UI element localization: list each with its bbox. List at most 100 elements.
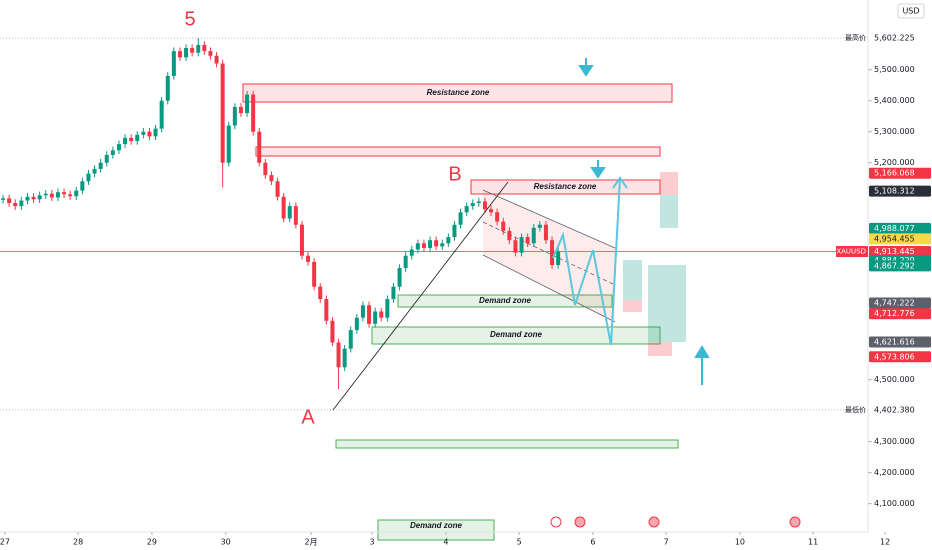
price-tag-label: 4,867.292 bbox=[874, 261, 915, 270]
price-tag-label: 4,621.616 bbox=[874, 337, 915, 346]
candle-body bbox=[202, 44, 207, 52]
price-tag bbox=[869, 351, 931, 363]
candle-body bbox=[360, 305, 365, 318]
price-tag bbox=[869, 297, 931, 309]
price-tag-label: 4,954.455 bbox=[874, 234, 915, 243]
channel-fill bbox=[483, 190, 615, 322]
candle-body bbox=[104, 154, 109, 163]
y-tick-label: 5,500.000 bbox=[874, 65, 915, 74]
price-tag-label: 4,988.077 bbox=[874, 224, 915, 233]
x-tick-label: 2月 bbox=[305, 538, 318, 547]
y-tick-label: 5,400.000 bbox=[874, 96, 915, 105]
price-tag bbox=[869, 167, 931, 179]
candle-body bbox=[269, 175, 274, 182]
candle-body bbox=[43, 193, 48, 196]
candle-body bbox=[226, 125, 231, 163]
x-tick-label: 3 bbox=[370, 538, 375, 547]
stop-box bbox=[648, 342, 672, 356]
channel-mid bbox=[482, 221, 616, 286]
candle-body bbox=[141, 131, 146, 135]
x-tick-label: 7 bbox=[664, 538, 669, 547]
price-tag-label: 5,108.312 bbox=[874, 187, 915, 196]
currency-box[interactable] bbox=[897, 3, 925, 19]
price-tag bbox=[869, 260, 931, 272]
candle-body bbox=[537, 224, 542, 228]
candle-body bbox=[55, 192, 60, 198]
candle-body bbox=[434, 240, 439, 247]
candle-body bbox=[147, 131, 152, 137]
candle-body bbox=[190, 48, 195, 53]
candle-body bbox=[556, 251, 561, 265]
candle-body bbox=[153, 128, 158, 137]
candle-body bbox=[489, 209, 494, 213]
candle-body bbox=[415, 243, 420, 250]
candle-body bbox=[220, 63, 225, 163]
candle-body bbox=[177, 51, 182, 58]
events bbox=[550, 516, 801, 528]
candle-body bbox=[74, 190, 79, 197]
y-tick-label: 4,500.000 bbox=[874, 375, 915, 384]
zone-label: Resistance zone bbox=[534, 182, 597, 191]
candle-body bbox=[354, 317, 359, 331]
candle-body bbox=[68, 194, 73, 197]
candle-body bbox=[281, 196, 286, 219]
resistance-zone bbox=[242, 83, 673, 103]
candle-body bbox=[501, 221, 506, 231]
up-arrow bbox=[694, 345, 710, 385]
price-tag bbox=[869, 222, 931, 234]
axis-labels: 5,500.000 5,400.000 5,300.000 5,200.000 4,50… bbox=[0, 33, 931, 547]
candle-body bbox=[391, 286, 396, 300]
candle-body bbox=[208, 51, 213, 56]
candle-body bbox=[184, 48, 189, 58]
event-icon[interactable] bbox=[550, 516, 562, 528]
candle-body bbox=[367, 305, 372, 324]
y-tick-label: 5,300.000 bbox=[874, 127, 915, 136]
candle-body bbox=[19, 200, 24, 207]
candle-body bbox=[482, 201, 487, 210]
price-note: XAUUSD bbox=[836, 248, 866, 256]
candle-body bbox=[318, 286, 323, 300]
candle-body bbox=[171, 51, 176, 76]
channel-line bbox=[482, 189, 616, 249]
x-tick-label: 6 bbox=[590, 538, 595, 547]
candle-body bbox=[470, 203, 475, 207]
price-tag-label: 4,573.806 bbox=[874, 352, 915, 361]
candle-body bbox=[135, 134, 140, 142]
candles bbox=[1, 38, 561, 389]
candle-body bbox=[495, 212, 500, 222]
price-tag bbox=[869, 336, 931, 348]
target-box bbox=[660, 195, 678, 228]
resistance-zone bbox=[470, 179, 661, 195]
stop-box bbox=[660, 172, 678, 195]
event-icon[interactable] bbox=[574, 516, 586, 528]
candle-body bbox=[7, 198, 12, 204]
candle-body bbox=[446, 237, 451, 244]
candle-body bbox=[159, 100, 164, 129]
projection-arrow bbox=[612, 176, 628, 189]
y-tick-label: 4,100.000 bbox=[874, 499, 915, 508]
demand-zone bbox=[371, 326, 661, 345]
candle-body bbox=[251, 94, 256, 132]
resistance-zone bbox=[255, 146, 661, 157]
price-tag-label: 4,747.222 bbox=[874, 299, 915, 308]
candle-body bbox=[385, 299, 390, 318]
candle-body bbox=[476, 201, 481, 204]
event-icon[interactable] bbox=[789, 516, 801, 528]
y-tick-label: 5,200.000 bbox=[874, 158, 915, 167]
candle-body bbox=[110, 150, 115, 155]
price-tag-label: 4,913.445 bbox=[874, 247, 915, 256]
x-tick-label: 11 bbox=[808, 538, 818, 547]
event-icon[interactable] bbox=[648, 516, 660, 528]
candle-body bbox=[409, 249, 414, 256]
candle-body bbox=[238, 106, 243, 114]
y-tick-label: 4,200.000 bbox=[874, 468, 915, 477]
target-box bbox=[623, 260, 642, 300]
x-tick-label: 4 bbox=[443, 538, 448, 547]
candle-body bbox=[379, 311, 384, 318]
zone-label: Demand zone bbox=[490, 330, 543, 339]
candle-body bbox=[214, 55, 219, 64]
candle-body bbox=[293, 206, 298, 225]
candle-body bbox=[306, 255, 311, 262]
price-tag bbox=[869, 233, 931, 245]
candle-body bbox=[275, 181, 280, 197]
